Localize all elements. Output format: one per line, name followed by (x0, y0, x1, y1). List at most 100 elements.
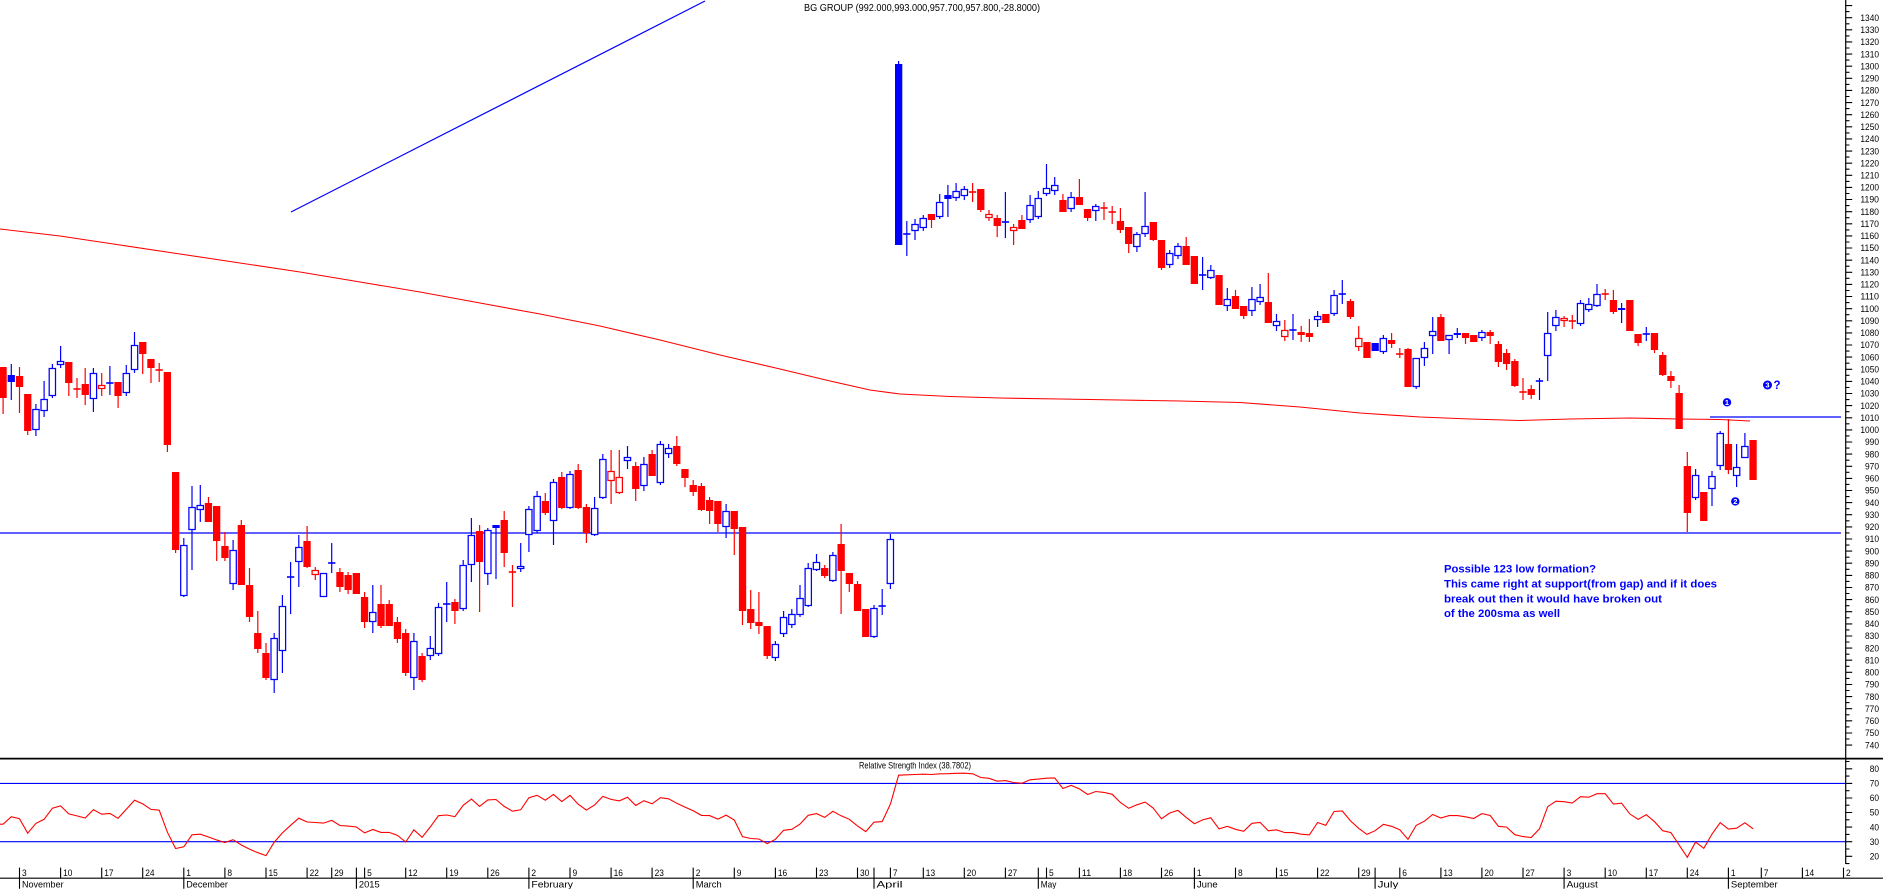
svg-text:14: 14 (1805, 868, 1814, 879)
svg-text:850: 850 (1865, 607, 1879, 618)
svg-text:1270: 1270 (1860, 98, 1879, 109)
svg-text:1020: 1020 (1860, 401, 1879, 412)
svg-text:60: 60 (1870, 793, 1879, 804)
svg-text:BG GROUP (992.000,993.000,957.: BG GROUP (992.000,993.000,957.700,957.80… (804, 3, 1040, 14)
svg-text:2: 2 (1846, 868, 1851, 879)
svg-text:1220: 1220 (1860, 158, 1879, 169)
svg-text:20: 20 (1870, 852, 1879, 863)
svg-text:1210: 1210 (1860, 171, 1879, 182)
svg-text:12: 12 (408, 868, 417, 879)
svg-text:890: 890 (1865, 558, 1879, 569)
svg-text:30: 30 (860, 868, 869, 879)
svg-text:24: 24 (1690, 868, 1699, 879)
svg-text:17: 17 (104, 868, 113, 879)
svg-text:May: May (1041, 880, 1057, 889)
svg-text:1050: 1050 (1860, 365, 1879, 376)
svg-text:80: 80 (1870, 764, 1879, 775)
svg-text:19: 19 (449, 868, 458, 879)
svg-text:of the 200sma as well: of the 200sma as well (1444, 608, 1560, 620)
svg-text:22: 22 (310, 868, 319, 879)
svg-text:910: 910 (1865, 534, 1879, 545)
svg-text:1310: 1310 (1860, 49, 1879, 60)
svg-text:860: 860 (1865, 595, 1879, 606)
svg-text:13: 13 (1443, 868, 1452, 879)
svg-text:790: 790 (1865, 680, 1879, 691)
svg-text:990: 990 (1865, 437, 1879, 448)
svg-text:1: 1 (186, 868, 191, 879)
svg-text:2: 2 (696, 868, 701, 879)
svg-text:17: 17 (1649, 868, 1658, 879)
svg-text:26: 26 (490, 868, 499, 879)
svg-text:5: 5 (367, 868, 372, 879)
svg-text:18: 18 (1123, 868, 1132, 879)
svg-text:1110: 1110 (1860, 292, 1879, 303)
svg-text:1060: 1060 (1860, 352, 1879, 363)
svg-text:1090: 1090 (1860, 316, 1879, 327)
svg-text:5: 5 (1049, 868, 1054, 879)
svg-text:27: 27 (1526, 868, 1535, 879)
svg-text:August: August (1567, 880, 1599, 889)
svg-text:8: 8 (1238, 868, 1243, 879)
svg-text:980: 980 (1865, 449, 1879, 460)
svg-text:1160: 1160 (1860, 231, 1879, 242)
svg-text:1120: 1120 (1860, 280, 1879, 291)
svg-text:15: 15 (269, 868, 278, 879)
svg-text:July: July (1378, 880, 1399, 889)
svg-text:2015: 2015 (359, 880, 380, 889)
svg-text:June: June (1197, 880, 1218, 889)
svg-text:3: 3 (1765, 381, 1769, 390)
svg-text:1330: 1330 (1860, 25, 1879, 36)
svg-text:1010: 1010 (1860, 413, 1879, 424)
svg-text:10: 10 (1608, 868, 1617, 879)
svg-text:1030: 1030 (1860, 389, 1879, 400)
svg-text:1180: 1180 (1860, 207, 1879, 218)
svg-text:September: September (1731, 880, 1778, 889)
svg-text:10: 10 (63, 868, 72, 879)
svg-text:1140: 1140 (1860, 255, 1879, 266)
svg-text:1260: 1260 (1860, 110, 1879, 121)
svg-text:Relative Strength Index (38.78: Relative Strength Index (38.7802) (859, 761, 971, 771)
svg-text:?: ? (1774, 380, 1781, 392)
svg-text:1: 1 (1731, 868, 1736, 879)
svg-text:770: 770 (1865, 704, 1879, 715)
svg-text:810: 810 (1865, 655, 1879, 666)
svg-text:11: 11 (1082, 868, 1091, 879)
svg-text:23: 23 (819, 868, 828, 879)
svg-text:1200: 1200 (1860, 183, 1879, 194)
svg-text:24: 24 (145, 868, 154, 879)
svg-text:16: 16 (778, 868, 787, 879)
svg-text:1230: 1230 (1860, 146, 1879, 157)
svg-text:6: 6 (1402, 868, 1407, 879)
svg-text:1320: 1320 (1860, 37, 1879, 48)
svg-text:1070: 1070 (1860, 340, 1879, 351)
svg-text:2: 2 (531, 868, 536, 879)
svg-text:3: 3 (22, 868, 27, 879)
svg-text:December: December (186, 880, 228, 889)
svg-text:1080: 1080 (1860, 328, 1879, 339)
svg-text:1290: 1290 (1860, 74, 1879, 85)
svg-text:Possible 123 low formation?: Possible 123 low formation? (1444, 564, 1596, 576)
svg-text:29: 29 (334, 868, 343, 879)
svg-text:1100: 1100 (1860, 304, 1879, 315)
svg-text:1170: 1170 (1860, 219, 1879, 230)
svg-text:9: 9 (573, 868, 578, 879)
svg-text:20: 20 (967, 868, 976, 879)
svg-text:16: 16 (614, 868, 623, 879)
svg-text:1340: 1340 (1860, 13, 1879, 24)
svg-text:40: 40 (1870, 822, 1879, 833)
svg-text:1150: 1150 (1860, 243, 1879, 254)
svg-text:3: 3 (1567, 868, 1572, 879)
svg-text:April: April (877, 880, 903, 889)
svg-text:23: 23 (655, 868, 664, 879)
svg-text:940: 940 (1865, 498, 1879, 509)
svg-text:This came right at support(fro: This came right at support(from gap) and… (1444, 578, 1717, 590)
svg-text:930: 930 (1865, 510, 1879, 521)
svg-text:1040: 1040 (1860, 377, 1879, 388)
svg-text:1000: 1000 (1860, 425, 1879, 436)
svg-text:1130: 1130 (1860, 268, 1879, 279)
svg-text:22: 22 (1320, 868, 1329, 879)
svg-text:800: 800 (1865, 668, 1879, 679)
svg-text:30: 30 (1870, 837, 1879, 848)
svg-text:1300: 1300 (1860, 61, 1879, 72)
svg-text:950: 950 (1865, 486, 1879, 497)
